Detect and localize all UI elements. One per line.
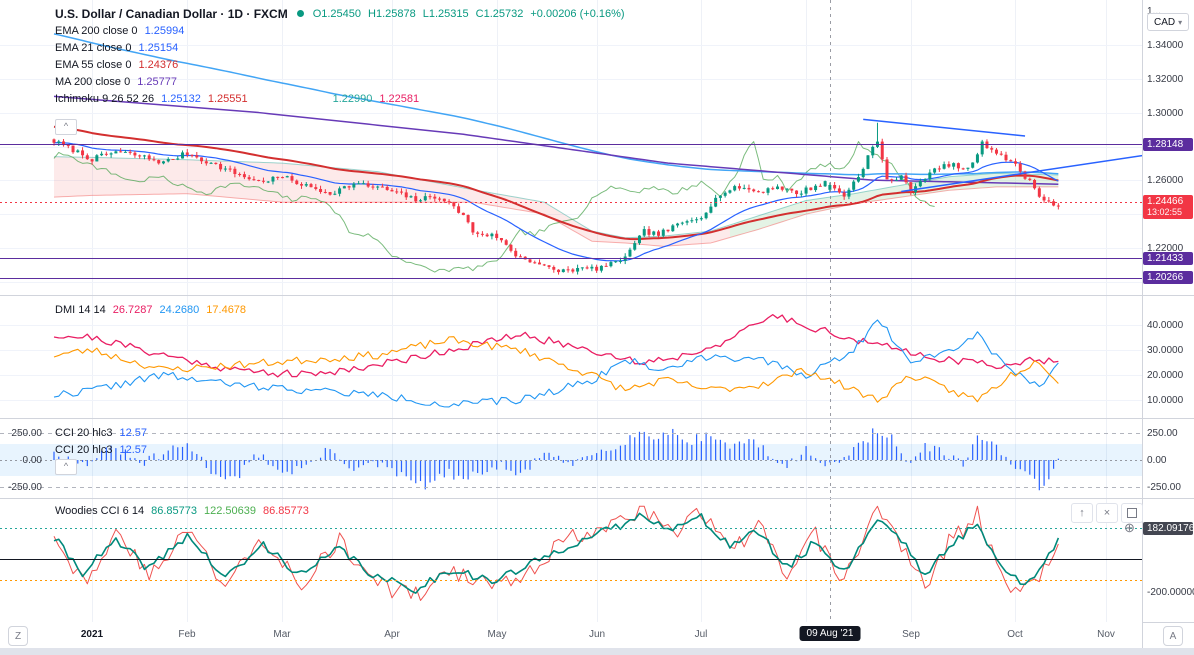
time-label-Sep: Sep [902, 629, 920, 640]
time-label-Feb: Feb [178, 629, 196, 640]
price-tick-label: 1.30000 [1147, 108, 1184, 119]
time-label-Mar: Mar [273, 629, 291, 640]
cci-collapse-button[interactable]: ^ [55, 459, 77, 475]
panel-separator[interactable] [0, 295, 1194, 296]
price-tick-label: 30.0000 [1147, 345, 1184, 356]
ohlc-low: L1.25315 [422, 7, 469, 20]
panel-separator[interactable] [0, 418, 1194, 419]
woodies-legend[interactable]: Woodies CCI 6 14 86.85773 122.50639 86.8… [55, 504, 309, 517]
time-label-Apr: Apr [384, 629, 400, 640]
price-badge: 1.28148 [1143, 138, 1193, 151]
indicator-toolbar: ↑ × [1071, 503, 1143, 523]
time-axis[interactable]: 2021 Feb Mar Apr May Jun Jul Sep Oct Nov 09 Aug '2… [0, 622, 1142, 648]
indicator-close-button[interactable]: × [1096, 503, 1118, 523]
left-tick-label: -250.00 [8, 482, 42, 493]
crosshair-date-badge: 09 Aug '21 [799, 626, 861, 641]
price-scale-separator [1142, 0, 1143, 648]
indicator-legend-ema55[interactable]: EMA 55 close 0 1.24376 [55, 58, 179, 71]
time-label-Oct: Oct [1007, 629, 1023, 640]
price-tick-label: 1... [1147, 6, 1161, 17]
symbol-row[interactable]: U.S. Dollar / Canadian Dollar · 1D · FXC… [55, 5, 625, 22]
maximize-icon [1127, 508, 1137, 518]
time-label-May: May [487, 629, 507, 640]
time-label-Jul: Jul [694, 629, 708, 640]
legend-collapse-button[interactable]: ^ [55, 119, 77, 135]
price-tick-label: 40.0000 [1147, 320, 1184, 331]
price-tick-label: 20.0000 [1147, 370, 1184, 381]
crosshair-vline [830, 0, 831, 622]
price-tick-label: 1.34000 [1147, 40, 1184, 51]
ohlc-high: H1.25878 [368, 7, 416, 20]
time-label-2021: 2021 [80, 629, 104, 640]
ohlc-open: O1.25450 [312, 7, 362, 20]
price-badge: 1.20266 [1143, 271, 1193, 284]
price-scale[interactable]: 1... 1.34000 1.32000 1.30000 1.26000 1.22000 4… [1143, 0, 1194, 648]
dmi-legend[interactable]: DMI 14 14 26.7287 24.2680 17.4678 [55, 303, 247, 316]
indicator-legend-ema21[interactable]: EMA 21 close 0 1.25154 [55, 41, 179, 54]
price-tick-label: 1.22000 [1147, 243, 1184, 254]
indicator-move-up-button[interactable]: ↑ [1071, 503, 1093, 523]
currency-label: CAD [1154, 16, 1176, 28]
currency-toggle-button[interactable]: CAD ▾ [1147, 13, 1190, 31]
ohlc-close: C1.25732 [475, 7, 524, 20]
dmi-panel-canvas[interactable] [0, 296, 1142, 418]
indicator-maximize-button[interactable] [1121, 503, 1143, 523]
price-tick-label: 0.00 [1147, 455, 1167, 466]
bottom-scroll-strip[interactable] [0, 648, 1194, 655]
auto-scale-button[interactable]: A [1163, 626, 1183, 646]
indicator-legend-ichimoku[interactable]: Ichimoku 9 26 52 26 1.25132 1.25551 1.22… [55, 92, 420, 105]
price-badge: 1.21433 [1143, 252, 1193, 265]
left-tick-label: 0.00 [22, 455, 42, 466]
price-badge: 1.24466 13:02:55 [1143, 195, 1193, 219]
data-window-dot [296, 10, 304, 17]
price-tick-label: -250.00 [1147, 482, 1181, 493]
main-legend: U.S. Dollar / Canadian Dollar · 1D · FXC… [55, 5, 625, 107]
price-badge: 182.09176 [1143, 522, 1194, 535]
symbol-title[interactable]: U.S. Dollar / Canadian Dollar · 1D · FXC… [55, 6, 288, 21]
time-label-Jun: Jun [588, 629, 606, 640]
price-tick-label: 250.00 [1147, 428, 1178, 439]
indicator-legend-ema200[interactable]: EMA 200 close 0 1.25994 [55, 24, 185, 37]
indicator-legend-ma200[interactable]: MA 200 close 0 1.25777 [55, 75, 177, 88]
price-tick-label: -200.00000 [1147, 587, 1194, 598]
cci-legend[interactable]: CCI 20 hlc3 12.57 CCI 20 hlc3 12.57 [55, 426, 148, 456]
bottom-left-z-button[interactable]: Z [8, 626, 28, 646]
price-tick-label: 1.26000 [1147, 175, 1184, 186]
price-tick-label: 1.32000 [1147, 74, 1184, 85]
panel-separator[interactable] [0, 498, 1194, 499]
add-alert-plus-icon[interactable]: ⊕ [1124, 520, 1135, 535]
woodies-panel-canvas[interactable] [0, 499, 1142, 622]
left-tick-label: 250.00 [11, 428, 42, 439]
chevron-down-icon: ▾ [1178, 17, 1183, 27]
ohlc-change: +0.00206 (+0.16%) [530, 7, 625, 20]
price-tick-label: 10.0000 [1147, 395, 1184, 406]
time-label-Nov: Nov [1097, 629, 1115, 640]
cci-panel-canvas[interactable] [0, 419, 1142, 498]
